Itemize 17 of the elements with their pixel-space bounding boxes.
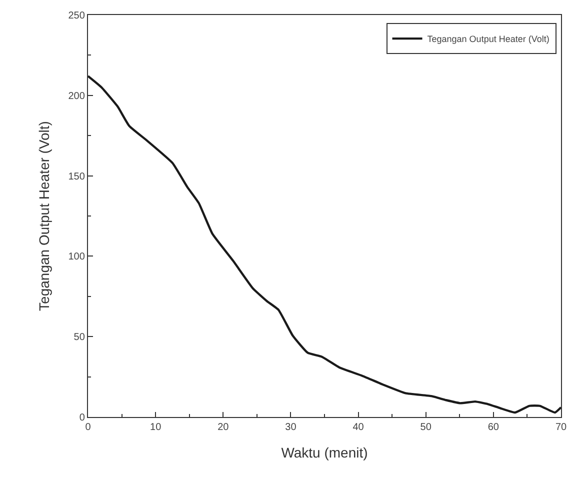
legend-label: Tegangan Output Heater (Volt) — [427, 34, 550, 44]
y-tick-label: 50 — [74, 332, 86, 344]
x-tick-label: 60 — [488, 422, 500, 434]
y-tick-label: 150 — [68, 171, 86, 182]
x-tick-label: 10 — [150, 422, 162, 434]
y-tick-label: 200 — [68, 90, 86, 102]
y-tick-label: 250 — [68, 10, 86, 22]
x-tick-label: 50 — [420, 422, 432, 434]
x-axis-title: Waktu (menit) — [281, 444, 368, 460]
x-tick-label: 30 — [285, 422, 297, 434]
x-tick-label: 20 — [218, 422, 230, 434]
y-axis-title: Tegangan Output Heater (Volt) — [36, 121, 52, 311]
y-tick-label: 0 — [79, 412, 86, 424]
x-tick-label: 40 — [352, 422, 364, 434]
x-tick-label: 70 — [555, 422, 567, 434]
line-series — [88, 75, 561, 414]
y-tick-label: 100 — [68, 252, 86, 263]
